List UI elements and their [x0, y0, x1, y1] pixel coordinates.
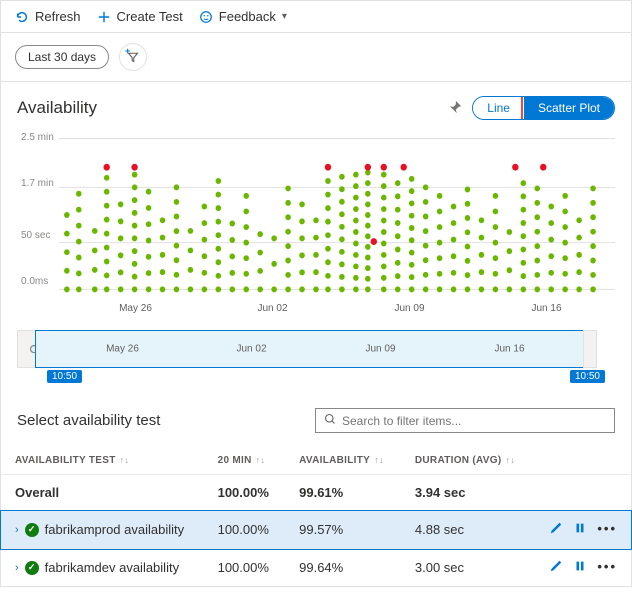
x-label-1: Jun 02: [204, 303, 341, 314]
search-input[interactable]: [342, 414, 606, 428]
col-test[interactable]: AVAILABILITY TEST↑↓: [1, 447, 204, 475]
scatter-svg: [17, 130, 615, 300]
pause-icon[interactable]: [573, 559, 587, 576]
table-row[interactable]: Overall100.00%99.61%3.94 sec: [1, 475, 631, 511]
time-badge-right: 10:50: [570, 370, 605, 383]
add-filter-button[interactable]: +: [119, 43, 147, 71]
scatter-chart[interactable]: 2.5 min 1.7 min 50 sec 0.0ms May 26 Jun …: [17, 130, 615, 330]
refresh-button[interactable]: Refresh: [15, 9, 81, 24]
tests-table: AVAILABILITY TEST↑↓ 20 MIN↑↓ AVAILABILIT…: [1, 447, 631, 586]
col-20min[interactable]: 20 MIN↑↓: [204, 447, 286, 475]
expand-icon[interactable]: ›: [15, 562, 19, 574]
col-availability[interactable]: AVAILABILITY↑↓: [285, 447, 401, 475]
status-success-icon: [25, 561, 39, 575]
chart-type-toggle: Line Scatter Plot: [472, 96, 615, 120]
select-tests-title: Select availability test: [17, 412, 160, 429]
chart-header: Availability Line Scatter Plot: [17, 96, 615, 120]
status-success-icon: [25, 523, 39, 537]
y-label-0: 2.5 min: [21, 132, 54, 143]
more-icon[interactable]: •••: [597, 559, 617, 576]
overview-track[interactable]: May 26 Jun 02 Jun 09 Jun 16: [35, 330, 597, 368]
time-range-pill[interactable]: Last 30 days: [15, 45, 109, 69]
test-name-label: fabrikamprod availability: [45, 522, 184, 537]
overview-handle-right[interactable]: [583, 330, 597, 368]
time-badge-left: 10:50: [47, 370, 82, 383]
x-label-0: May 26: [67, 303, 204, 314]
plus-icon: [97, 10, 111, 24]
command-bar: Refresh Create Test Feedback ▾: [1, 1, 631, 33]
x-label-3: Jun 16: [478, 303, 615, 314]
smiley-icon: [199, 10, 213, 24]
refresh-icon: [15, 10, 29, 24]
x-axis: May 26 Jun 02 Jun 09 Jun 16: [17, 303, 615, 314]
filter-bar: Last 30 days +: [1, 33, 631, 82]
pause-icon[interactable]: [573, 521, 587, 538]
more-icon[interactable]: •••: [597, 521, 617, 538]
time-overview[interactable]: May 26 Jun 02 Jun 09 Jun 16 10:50 10:50: [17, 330, 615, 368]
chevron-down-icon: ▾: [282, 11, 287, 22]
edit-icon[interactable]: [549, 559, 563, 576]
plus-small-icon: +: [125, 46, 130, 56]
edit-icon[interactable]: [549, 521, 563, 538]
search-box[interactable]: [315, 408, 615, 433]
feedback-label: Feedback: [219, 9, 276, 24]
test-name-label: fabrikamdev availability: [45, 560, 179, 575]
refresh-label: Refresh: [35, 9, 81, 24]
chart-title: Availability: [17, 98, 97, 118]
create-test-button[interactable]: Create Test: [97, 9, 183, 24]
scatter-toggle[interactable]: Scatter Plot: [524, 97, 614, 119]
y-label-1: 1.7 min: [21, 178, 54, 189]
search-icon: [324, 413, 336, 428]
y-label-3: 0.0ms: [21, 276, 48, 287]
create-test-label: Create Test: [117, 9, 183, 24]
expand-icon[interactable]: ›: [15, 524, 19, 536]
line-toggle[interactable]: Line: [473, 97, 524, 119]
y-label-2: 50 sec: [21, 230, 50, 241]
x-label-2: Jun 09: [341, 303, 478, 314]
table-row[interactable]: ›fabrikamdev availability100.00%99.64%3.…: [1, 549, 631, 587]
pin-icon[interactable]: [448, 100, 462, 117]
feedback-button[interactable]: Feedback ▾: [199, 9, 287, 24]
table-row[interactable]: ›fabrikamprod availability100.00%99.57%4…: [1, 511, 631, 549]
col-duration[interactable]: DURATION (AVG)↑↓: [401, 447, 533, 475]
